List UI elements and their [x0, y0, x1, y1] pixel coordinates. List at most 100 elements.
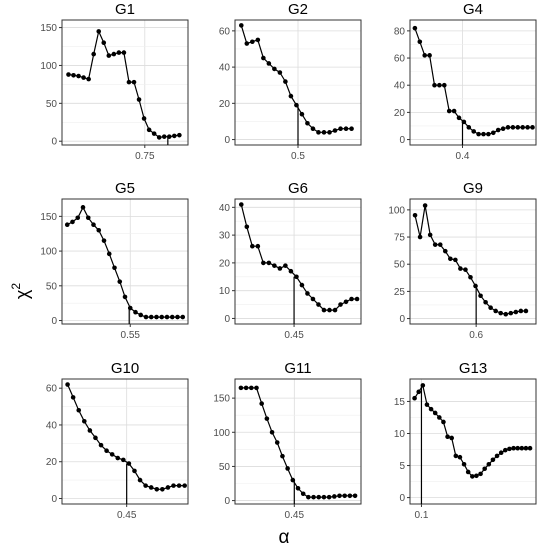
y-tick-label: 20 [46, 457, 58, 468]
data-point [264, 416, 270, 421]
data-point [442, 248, 448, 254]
data-point [148, 314, 154, 320]
data-point [466, 125, 472, 130]
data-point [283, 263, 288, 268]
data-point [416, 389, 422, 395]
data-point [465, 469, 471, 475]
data-point [445, 434, 450, 439]
y-tick-label: 150 [40, 212, 57, 223]
data-point [470, 474, 475, 479]
data-point [277, 266, 283, 271]
data-point [85, 215, 91, 221]
panel-title: G5 [115, 180, 135, 197]
data-point [96, 29, 102, 34]
data-point [527, 445, 533, 451]
data-point [112, 265, 117, 271]
x-tick-label: 0.45 [284, 330, 304, 341]
y-tick-label: 40 [46, 420, 58, 431]
data-point [164, 314, 170, 320]
data-point [261, 260, 266, 266]
data-point [310, 296, 316, 302]
data-point [305, 120, 310, 126]
data-point [428, 406, 434, 412]
y-tick-label: 100 [388, 205, 405, 216]
y-tick-label: 15 [394, 397, 406, 408]
panel-g4: G4 0 20 40 60 80 0.4 [394, 1, 537, 162]
data-point [448, 256, 453, 262]
data-point [299, 111, 305, 117]
x-tick-label: 0.5 [291, 151, 305, 162]
data-point [458, 266, 463, 271]
data-point [111, 51, 117, 57]
data-point [446, 108, 452, 114]
data-point [91, 222, 96, 227]
data-point [494, 453, 500, 459]
data-point [122, 294, 128, 300]
data-point [106, 53, 112, 58]
data-point [511, 445, 516, 451]
data-point [255, 243, 261, 249]
y-tick-label: 50 [219, 462, 231, 473]
data-point [311, 494, 316, 500]
data-point [437, 415, 442, 420]
data-point [143, 314, 149, 320]
data-point [432, 82, 437, 88]
data-point [471, 129, 477, 134]
data-point [285, 466, 290, 471]
panel-g10: G10 0 20 40 60 0.45 [46, 360, 189, 521]
data-point [75, 215, 81, 221]
data-point [71, 73, 76, 78]
data-point [269, 429, 275, 435]
data-point [321, 130, 327, 135]
data-point [513, 309, 519, 315]
data-point [76, 407, 82, 413]
data-point [283, 79, 288, 84]
data-point [295, 485, 301, 491]
data-point [93, 435, 98, 441]
panel-border [61, 378, 189, 505]
y-tick-label: 40 [394, 81, 406, 92]
data-point [104, 448, 109, 453]
data-point [81, 75, 86, 80]
data-point [520, 125, 525, 130]
data-point [453, 453, 459, 459]
data-point [91, 51, 96, 57]
data-point [239, 23, 244, 28]
panel-title: G13 [459, 360, 487, 377]
data-point [342, 493, 347, 499]
data-point [250, 243, 255, 249]
data-point [478, 471, 483, 477]
data-point [490, 457, 496, 463]
data-point [473, 283, 478, 289]
y-tick-label: 50 [46, 99, 58, 110]
data-point [321, 307, 327, 313]
y-tick-label: 0 [51, 137, 57, 148]
data-point [127, 305, 133, 311]
data-point [172, 133, 177, 139]
data-point [347, 493, 353, 499]
data-point [316, 494, 322, 500]
data-point [160, 486, 165, 492]
data-point [159, 314, 165, 320]
y-tick-label: 100 [213, 428, 230, 439]
data-point [306, 494, 311, 500]
data-point [166, 134, 172, 139]
data-point [169, 314, 175, 320]
data-point [66, 72, 71, 77]
data-point [468, 274, 473, 280]
data-point [412, 25, 418, 31]
data-point [498, 310, 504, 316]
data-point [486, 461, 492, 467]
data-point [437, 242, 443, 247]
data-point [294, 274, 299, 280]
data-point [523, 308, 529, 314]
y-tick-label: 10 [219, 286, 231, 297]
y-tick-label: 60 [46, 384, 58, 395]
data-point [151, 131, 157, 136]
data-point [352, 493, 358, 499]
data-point [493, 308, 498, 314]
data-point [441, 419, 446, 425]
data-point [288, 268, 294, 274]
data-point [343, 126, 349, 131]
